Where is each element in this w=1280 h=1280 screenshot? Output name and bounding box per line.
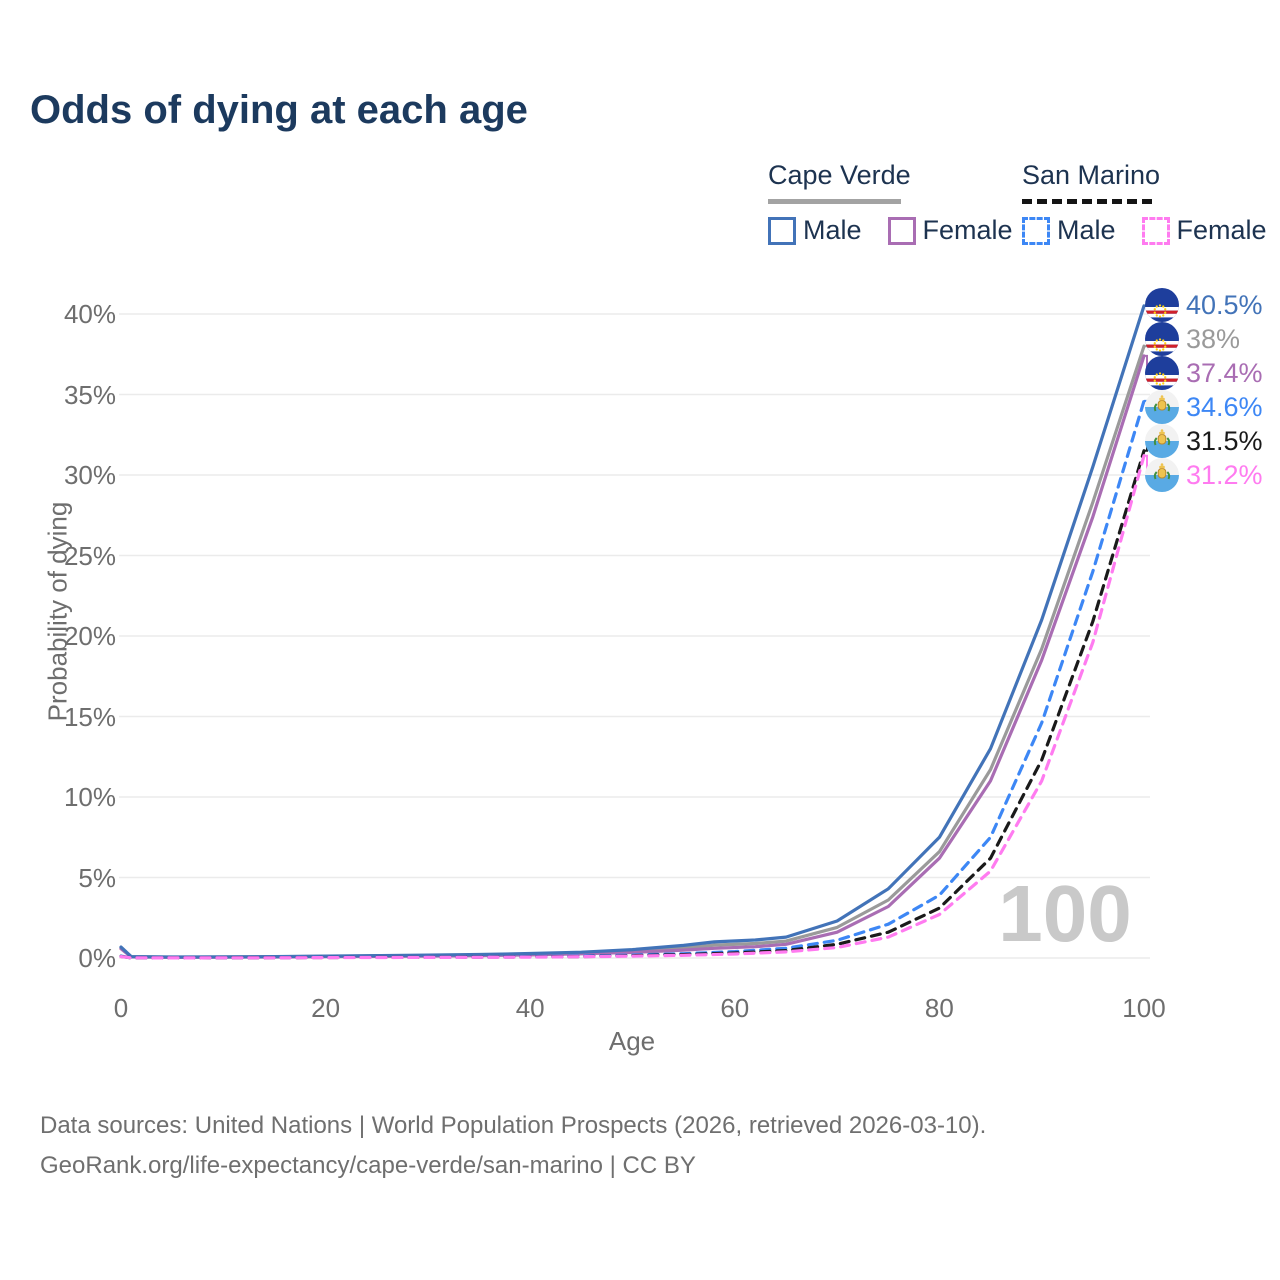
y-tick-label: 10%	[63, 782, 116, 812]
series-line-san-marino-female[interactable]	[119, 454, 1146, 960]
x-tick-label: 40	[515, 993, 545, 1023]
legend-label-san-marino-female[interactable]: Female	[1176, 215, 1267, 245]
y-tick-label: 30%	[63, 460, 116, 490]
legend-label-cape-verde-female[interactable]: Female	[922, 215, 1013, 245]
legend-swatch-cape-verde-female[interactable]	[887, 216, 916, 245]
y-tick-label: 20%	[63, 621, 116, 651]
legend-group-cape-verde: Cape Verde Male Female	[768, 160, 1039, 246]
x-tick-label: 100	[1122, 993, 1166, 1023]
y-tick-label: 15%	[63, 701, 116, 732]
series-line-cape-verde-female[interactable]	[119, 354, 1146, 959]
x-tick-label: 20	[311, 993, 341, 1023]
legend-swatch-san-marino-female[interactable]	[1141, 216, 1170, 245]
san-marino-line-style-underline	[1022, 199, 1152, 204]
y-tick-label: 0%	[78, 943, 116, 973]
y-tick-label: 35%	[63, 379, 116, 410]
x-tick-label: 80	[924, 993, 954, 1023]
legend-country-cape-verde[interactable]: Cape Verde	[768, 160, 911, 190]
end-value-label: 37.4%	[1186, 357, 1263, 388]
hover-age-watermark: 100	[998, 869, 1132, 958]
cape-verde-line-style-underline	[768, 199, 901, 204]
legend-label-san-marino-male[interactable]: Male	[1057, 215, 1116, 245]
end-value-label: 38%	[1186, 323, 1241, 354]
end-label-san-marino-all: 31.5%	[1145, 423, 1263, 459]
attribution-line: GeoRank.org/life-expectancy/cape-verde/s…	[40, 1152, 696, 1179]
san-marino-flag-icon	[1145, 458, 1179, 492]
y-tick-label: 25%	[63, 540, 116, 571]
y-tick-label: 40%	[63, 299, 116, 329]
end-value-label: 31.2%	[1186, 459, 1263, 490]
end-value-label: 40.5%	[1186, 289, 1263, 320]
data-sources-line: Data sources: United Nations | World Pop…	[40, 1112, 987, 1139]
series-line-san-marino-male[interactable]	[119, 399, 1146, 960]
san-marino-flag-icon	[1145, 390, 1179, 424]
series-line-cape-verde-all[interactable]	[119, 344, 1146, 959]
legend-swatch-cape-verde-male[interactable]	[768, 216, 796, 245]
page-title: Odds of dying at each age	[30, 88, 528, 132]
cape-verde-flag-icon	[1145, 288, 1179, 322]
series-line-san-marino-all[interactable]	[119, 449, 1146, 960]
end-label-cape-verde-all: 38%	[1145, 321, 1240, 357]
x-axis-title: Age	[608, 1026, 656, 1056]
san-marino-flag-icon	[1145, 424, 1179, 458]
legend-group-san-marino: San Marino Male Female	[1022, 160, 1280, 246]
footer: Data sources: United Nations | World Pop…	[40, 1106, 986, 1186]
x-tick-label: 60	[720, 993, 750, 1023]
end-value-label: 34.6%	[1186, 391, 1263, 422]
x-tick-label: 0	[113, 993, 129, 1023]
cape-verde-flag-icon	[1145, 322, 1179, 356]
legend-swatch-san-marino-male[interactable]	[1022, 216, 1050, 245]
cape-verde-flag-icon	[1145, 356, 1179, 390]
legend-label-cape-verde-male[interactable]: Male	[803, 215, 862, 245]
end-label-san-marino-female: 31.2%	[1145, 457, 1263, 493]
end-label-cape-verde-male: 40.5%	[1145, 287, 1263, 323]
end-label-cape-verde-female: 37.4%	[1145, 355, 1263, 391]
legend-country-san-marino[interactable]: San Marino	[1022, 160, 1161, 190]
end-value-label: 31.5%	[1186, 425, 1263, 456]
y-tick-label: 5%	[78, 862, 116, 893]
end-label-san-marino-male: 34.6%	[1145, 389, 1263, 425]
